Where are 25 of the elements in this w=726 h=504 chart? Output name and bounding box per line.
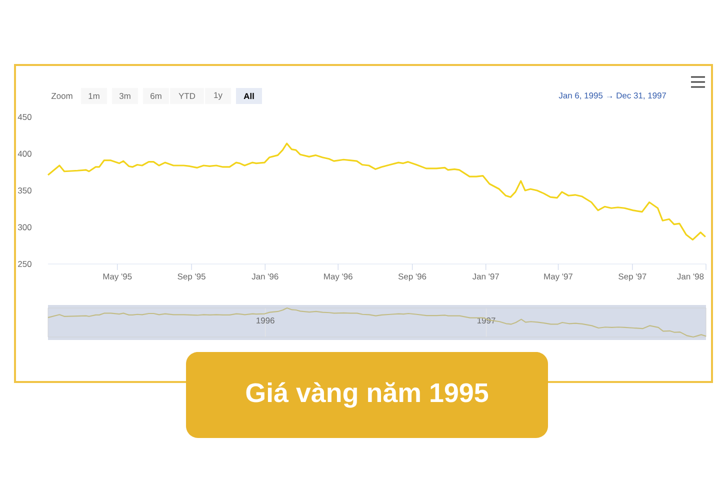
text: 1y — [214, 92, 222, 100]
y-tick-label: 450 — [18, 114, 32, 120]
x-tick-label: Jan '96 — [252, 273, 278, 280]
text: 6m — [150, 93, 162, 99]
x-tick-label: Sep '96 — [398, 273, 426, 282]
x-tick-label: Sep '97 — [618, 273, 646, 282]
y-tick-label: 400 — [18, 150, 32, 157]
text: 1m — [88, 93, 100, 99]
text: 3m — [119, 93, 130, 99]
text: All — [244, 92, 254, 100]
line-series — [47, 142, 706, 241]
y-tick-label: 300 — [18, 224, 32, 230]
x-tick-label: May '95 — [103, 273, 132, 282]
x-tick-label: Jan '97 — [472, 273, 499, 280]
text: YTD — [178, 93, 196, 99]
x-tick-label: 1996 — [256, 318, 274, 324]
y-tick-label: 350 — [18, 187, 32, 194]
x-tick-label: Sep '95 — [178, 273, 206, 282]
x-tick-label: May '97 — [544, 273, 572, 282]
x-tick-label: Jan '98 — [677, 273, 704, 280]
y-tick-label: 250 — [18, 260, 32, 267]
text: Jan 6, 1995 → Dec 31, 1997 — [558, 92, 666, 100]
text: Giá vàng năm 1995 — [246, 382, 488, 408]
x-tick-label: May '96 — [324, 273, 352, 282]
text: Zoom — [51, 93, 72, 99]
